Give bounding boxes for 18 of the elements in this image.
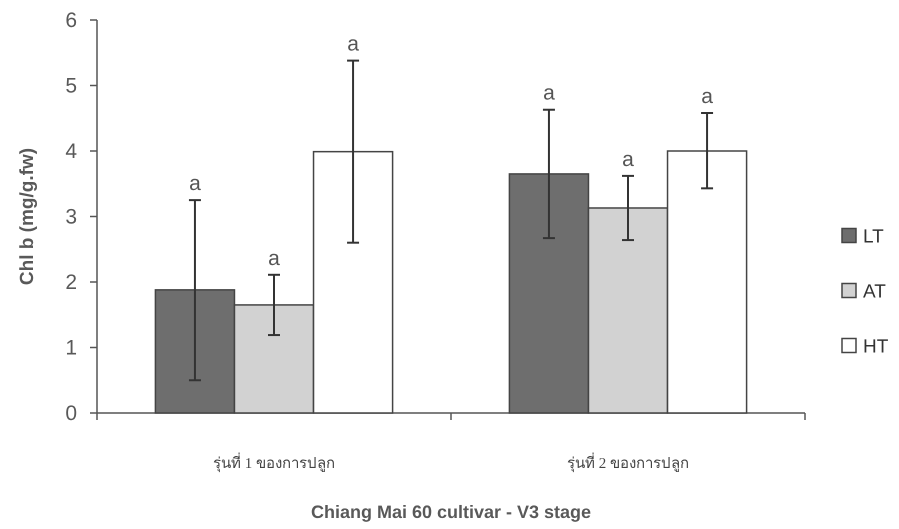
ytick-label: 6 <box>65 9 77 32</box>
ytick-label: 2 <box>65 271 77 294</box>
annotation: a <box>189 172 201 196</box>
annotation: a <box>268 246 280 270</box>
ytick-label: 0 <box>65 402 77 425</box>
annotation: a <box>543 82 555 105</box>
legend-label: HT <box>863 336 888 358</box>
legend-label: AT <box>863 282 886 302</box>
ylabel: Chl b (mg/g.fw) <box>17 148 38 286</box>
ytick-label: 3 <box>65 206 77 228</box>
ytick-label: 1 <box>65 336 77 360</box>
ytick-label: 5 <box>65 74 77 98</box>
legend-label: LT <box>863 226 884 248</box>
annotation: a <box>701 85 713 108</box>
annotation: a <box>622 148 634 171</box>
annotation: a <box>347 32 359 56</box>
xlabel: Chiang Mai 60 cultivar - V3 stage <box>310 502 592 522</box>
ytick-label: 4 <box>65 140 77 163</box>
